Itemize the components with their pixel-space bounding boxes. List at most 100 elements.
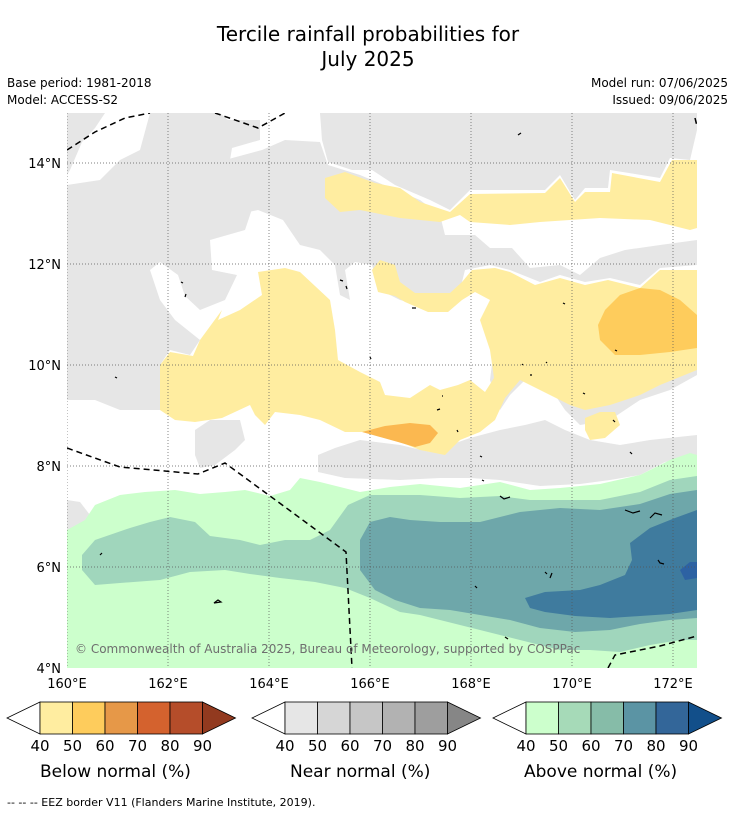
meta-left: Base period: 1981-2018 Model: ACCESS-S2 [7,75,152,109]
model-name: Model: ACCESS-S2 [7,93,119,107]
x-tick-label: 164°E [249,677,289,692]
base-period: Base period: 1981-2018 [7,76,152,90]
near-normal-region-north [67,113,105,175]
near-normal-region-northeast [320,113,697,210]
below-normal-colorbar-low-extension [6,701,41,735]
above-normal-colorbar-high-extension [688,701,723,735]
issued-date: Issued: 09/06/2025 [612,93,728,107]
meta-right: Model run: 07/06/2025 Issued: 09/06/2025 [591,75,728,109]
below-normal-colorbar-tick: 40 [30,737,49,755]
island-5 [562,302,566,305]
near-normal-region-south [195,420,245,468]
island-1 [517,132,522,136]
near-normal-region-southeast [318,420,697,486]
x-tick-label: 168°E [451,677,491,692]
map-field: © Commonwealth of Australia 2025, Bureau… [67,113,697,668]
eez-border-northeast [694,117,697,127]
above-normal-colorbar-tick: 90 [679,737,698,755]
near-normal-colorbar-cell [284,701,318,735]
below-normal-colorbar-cell [72,701,106,735]
below-normal-colorbar-cell [104,701,138,735]
above-normal-colorbar-tick: 50 [549,737,568,755]
eez-border-west [67,447,353,668]
model-run: Model run: 07/06/2025 [590,76,728,90]
island-16 [499,495,511,500]
below-normal-colorbar-cell [169,701,203,735]
island-12 [612,419,616,423]
below-normal-colorbar-tick: 80 [160,737,179,755]
y-axis: 4°N 6°N 8°N 10°N 12°N 14°N [28,157,61,677]
y-tick-label: 8°N [37,460,62,475]
above-normal-colorbar-cell [558,701,592,735]
below-normal-50-northeast [598,288,697,355]
x-tick-label: 162°E [148,677,188,692]
near-normal-colorbar-cell [382,701,416,735]
island-23 [504,636,509,640]
x-tick-label: 160°E [47,677,87,692]
above-normal-areas [67,453,697,668]
island-18 [99,552,103,556]
copyright-notice: © Commonwealth of Australia 2025, Bureau… [75,642,580,656]
above-normal-80 [680,562,697,580]
above-normal-colorbar-low-extension [492,701,527,735]
island-6 [614,349,618,352]
above-normal-colorbar-cell [655,701,689,735]
island-20 [657,559,665,565]
map-title: Tercile rainfall probabilities for July … [0,22,736,72]
island-7 [114,376,118,379]
island-21 [474,585,478,589]
near-normal-colorbar-tick: 60 [340,737,359,755]
near-normal-legend-label: Near normal (%) [290,762,431,782]
island-14 [629,451,633,455]
island-19 [544,571,553,579]
near-normal-colorbar-tick: 80 [405,737,424,755]
near-normal-colorbar: 40 50 60 70 80 90 [251,701,482,755]
above-normal-colorbar-tick: 80 [646,737,665,755]
below-normal-colorbar: 40 50 60 70 80 90 [6,701,237,755]
island-10 [582,392,586,395]
x-tick-label: 172°E [653,677,693,692]
above-normal-colorbar-tick: 70 [614,737,633,755]
island-3 [339,279,348,290]
near-normal-region-northwest [67,113,280,410]
island-2 [180,281,187,298]
y-tick-label: 12°N [28,258,61,273]
below-normal-50-central [362,423,438,447]
near-normal-colorbar-cell [349,701,383,735]
eez-footnote: -- -- -- EEZ border V11 (Flanders Marine… [7,796,316,809]
near-normal-colorbar-high-extension [447,701,482,735]
title-line-2: July 2025 [321,47,415,71]
below-normal-colorbar-cell [39,701,73,735]
near-normal-colorbar-cell [414,701,448,735]
above-normal-colorbar-tick: 40 [516,737,535,755]
near-normal-colorbar-tick: 40 [275,737,294,755]
below-normal-colorbar-tick: 60 [95,737,114,755]
near-normal-colorbar-tick: 90 [438,737,457,755]
below-normal-colorbar-tick: 70 [128,737,147,755]
eez-border-north-2 [214,113,286,129]
above-normal-colorbar-tick: 60 [581,737,600,755]
x-tick-label: 170°E [552,677,592,692]
island-9 [521,361,548,376]
island-17 [624,509,663,519]
island-11 [436,395,443,411]
below-normal-region-north [325,160,697,230]
above-normal-legend-label: Above normal (%) [524,762,678,782]
near-normal-colorbar-cell [317,701,351,735]
below-normal-colorbar-tick: 90 [193,737,212,755]
title-line-1: Tercile rainfall probabilities for [216,22,520,46]
above-normal-colorbar: 40 50 60 70 80 90 [492,701,723,755]
y-tick-label: 10°N [28,359,61,374]
map-gridlines [67,113,697,668]
near-normal-colorbar-tick: 70 [373,737,392,755]
island-15 [479,455,485,482]
above-normal-colorbar-cell [623,701,657,735]
islands [99,132,665,640]
x-tick-label: 166°E [350,677,390,692]
x-axis: 160°E 162°E 164°E 166°E 168°E 170°E 172°… [47,677,693,692]
near-normal-colorbar-tick: 50 [308,737,327,755]
eez-borders [67,113,697,668]
below-normal-region-central [160,260,697,455]
above-normal-70 [525,510,697,618]
